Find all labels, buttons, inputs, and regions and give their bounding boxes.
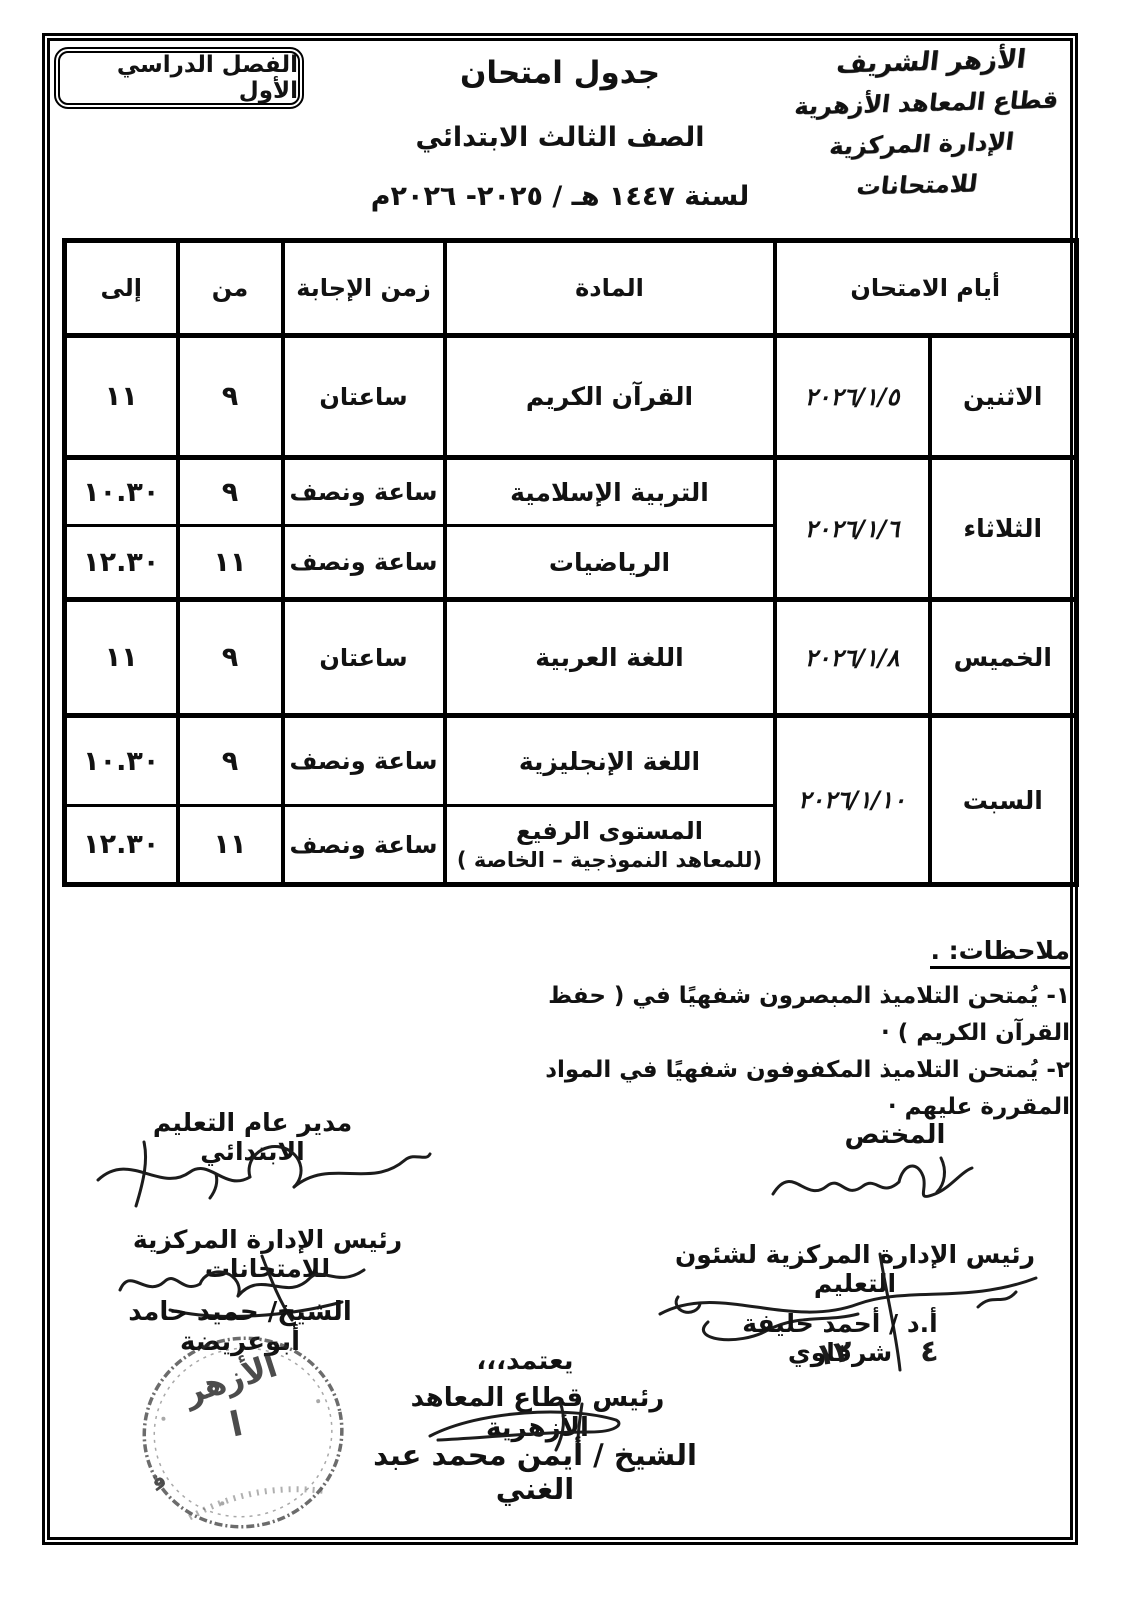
notes-title: ملاحظات: . (930, 936, 1070, 969)
semester-label-box: الفصل الدراسي الأول (54, 47, 304, 109)
duration-cell: ساعة ونصف (280, 455, 447, 527)
subject-cell: اللغة الإنجليزية (442, 713, 777, 807)
to-cell: ١١ (62, 597, 180, 717)
signature-stroke (701, 1312, 860, 1342)
day-cell: الخميس (927, 597, 1079, 717)
primary-education-director-title: مدير عام التعليم الابتدائي (152, 1108, 353, 1166)
academic-year-line: لسنة ١٤٤٧ هـ / ٢٠٢٥- ٢٠٢٦م (370, 181, 750, 212)
duration-cell: ساعتان (280, 333, 447, 459)
signature-stroke (674, 1295, 702, 1314)
from-cell: ٩ (175, 455, 285, 527)
subject-cell: اللغة العربية (442, 597, 777, 717)
handwritten-mark-12: ١٢ (813, 1333, 855, 1374)
stamp-speckle (220, 1501, 225, 1506)
day-cell: الثلاثاء (927, 455, 1079, 601)
handwritten-mark-4: ٤ (918, 1333, 940, 1370)
signature-stroke (658, 1276, 1038, 1316)
from-cell: ١١ (175, 524, 285, 601)
institutes-sector-head-name: الشيخ / أيمن محمد عبد الغني (373, 1438, 697, 1506)
institutes-sector-head-signature (428, 1400, 621, 1452)
exam-schedule-table: أيام الامتحان المادة زمن الإجابة من إلى … (62, 238, 1079, 887)
notes-section: ملاحظات: . ١- يُمتحن التلاميذ المبصرون ش… (530, 936, 1070, 1126)
semester-label: الفصل الدراسي الأول (116, 52, 298, 104)
duration-cell: ساعة ونصف (280, 524, 447, 601)
education-affairs-head-title: رئيس الإدارة المركزية لشئون التعليم (674, 1240, 1036, 1298)
date-cell: ٢٠٢٦/١/٦ (772, 455, 932, 601)
signature-stroke (576, 1402, 584, 1444)
col-header-from: من (175, 239, 285, 338)
education-affairs-head-name: أ.د / أحمد خليفة شرقاوي (742, 1309, 938, 1367)
approval-word: يعتمد،،، (476, 1346, 574, 1376)
signature-stroke (96, 1167, 252, 1183)
subject-line-2: (للمعاهد النموذجية – الخاصة ) (456, 848, 763, 872)
signature-stroke (247, 1145, 303, 1189)
signature-stroke (236, 1268, 366, 1298)
col-header-to: إلى (62, 239, 180, 338)
subject-cell: الرياضيات (442, 524, 777, 601)
examinations-head-signature (118, 1254, 366, 1322)
signature-stroke (935, 1156, 946, 1194)
note-item-1: ١- يُمتحن التلاميذ المبصرون شفهيًا في ( … (548, 983, 1070, 1046)
to-cell: ١١ (62, 333, 180, 459)
date-cell: ٢٠٢٦/١/٨ (772, 597, 932, 717)
duration-cell: ساعتان (280, 597, 447, 717)
subject-line-1: المستوى الرفيع (515, 817, 704, 845)
stamp-top-text: الأزهر (177, 1345, 282, 1412)
day-cell: الاثنين (927, 333, 1079, 459)
to-cell: ١٠.٣٠ (62, 713, 180, 807)
day-cell: السبت (927, 713, 1079, 886)
signature-stroke (208, 1172, 219, 1200)
signature-stroke (260, 1254, 294, 1322)
signature-stroke (134, 1140, 148, 1208)
col-header-exam-days: أيام الامتحان (772, 239, 1079, 338)
signature-stroke (292, 1152, 432, 1189)
stamp-center-mark: ا (226, 1404, 246, 1446)
signature-stroke (168, 1300, 344, 1318)
stamp-speckle (161, 1416, 166, 1421)
signature-stroke (198, 1270, 241, 1298)
duration-cell: ساعة ونصف (280, 804, 447, 886)
signature-stroke (976, 1290, 1018, 1309)
signature-stroke (554, 1400, 565, 1452)
signature-stroke (428, 1410, 621, 1442)
duration-cell: ساعة ونصف (280, 713, 447, 807)
col-header-subject: المادة (442, 239, 777, 338)
specialist-signature (771, 1156, 974, 1198)
signature-stroke (771, 1164, 974, 1198)
signature-stroke (878, 1252, 902, 1372)
institutes-sector-head-title: رئيس قطاع المعاهد الأزهرية (410, 1383, 665, 1443)
date-cell: ٢٠٢٦/١/١٠ (772, 713, 932, 886)
subject-cell: المستوى الرفيع (للمعاهد النموذجية – الخا… (442, 804, 777, 886)
subject-cell: القرآن الكريم (442, 333, 777, 459)
stamp-bottom-speckle-arc (188, 1486, 328, 1521)
signature-stroke (118, 1277, 202, 1292)
date-cell: ٢٠٢٦/١/٥ (772, 333, 932, 459)
stamp-speckle (316, 1399, 321, 1404)
col-header-duration: زمن الإجابة (280, 239, 447, 338)
subject-cell: التربية الإسلامية (442, 455, 777, 527)
from-cell: ١١ (175, 804, 285, 886)
examinations-head-title: رئيس الإدارة المركزية للامتحانات (132, 1225, 403, 1283)
to-cell: ١٢.٣٠ (62, 524, 180, 601)
grade-title: الصف الثالث الابتدائي (415, 122, 705, 153)
stamp-outer-ring (142, 1336, 344, 1529)
from-cell: ٩ (175, 713, 285, 807)
to-cell: ١٠.٣٠ (62, 455, 180, 527)
specialist-title: المختص (844, 1120, 946, 1150)
from-cell: ٩ (175, 597, 285, 717)
from-cell: ٩ (175, 333, 285, 459)
examinations-head-name: الشيخ/ حميد حامد أبوعريضة (128, 1297, 352, 1357)
document-title: جدول امتحان (459, 55, 661, 91)
note-item-2: ٢- يُمتحن التلاميذ المكفوفون شفهيًا في ا… (545, 1057, 1070, 1120)
education-affairs-head-signature (658, 1252, 1038, 1372)
to-cell: ١٢.٣٠ (62, 804, 180, 886)
primary-education-director-signature (96, 1140, 432, 1208)
